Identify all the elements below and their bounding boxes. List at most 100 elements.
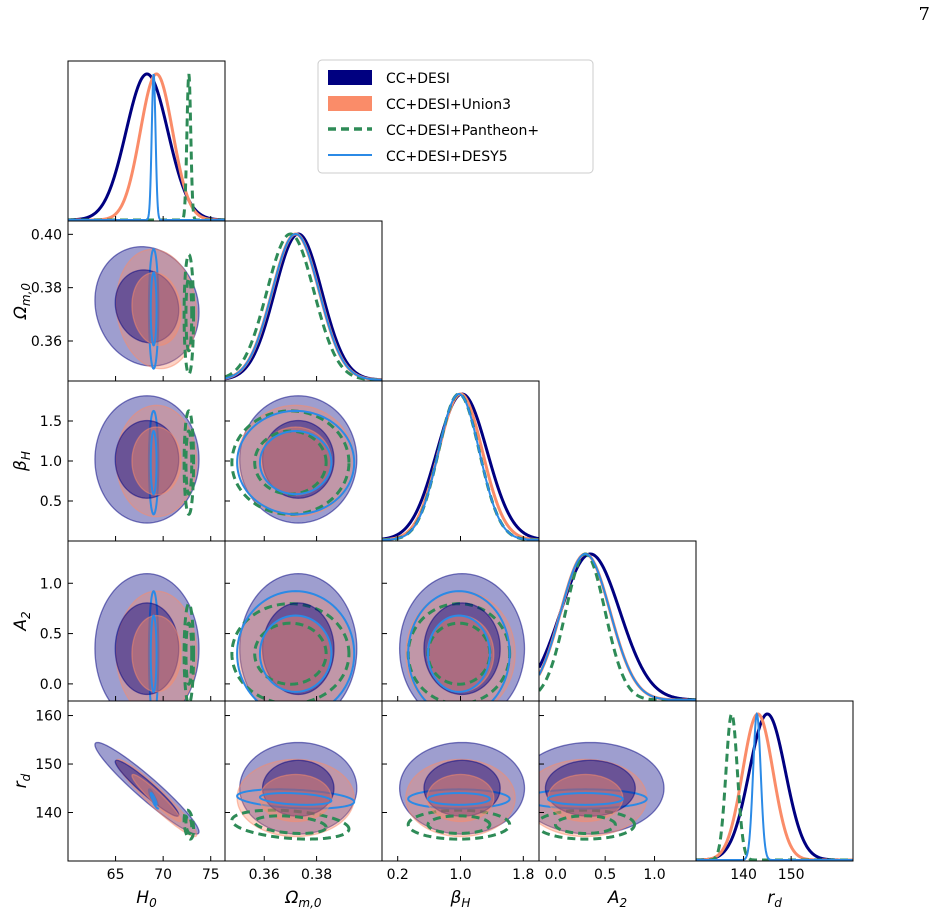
legend-swatch <box>328 70 372 85</box>
x-tick-label: 1.0 <box>643 867 665 883</box>
y-tick-label: 0.38 <box>31 281 62 297</box>
contour-2sigma <box>230 602 351 701</box>
contour-2sigma <box>407 590 511 701</box>
axis-symbol: H <box>136 888 149 908</box>
y-tick-label: 0.40 <box>31 227 62 243</box>
marginal-curve <box>68 72 225 221</box>
panel-1d <box>539 552 696 701</box>
y-axis-label: Ωm,0 <box>11 283 33 321</box>
x-tick-label: 75 <box>202 867 220 883</box>
contour-1sigma <box>114 269 180 344</box>
contour-1sigma <box>426 792 491 806</box>
contour-2sigma <box>147 248 160 370</box>
contour-2sigma <box>182 808 196 841</box>
axis-symbol: Ω <box>11 306 31 320</box>
marginal-curve <box>225 232 382 381</box>
contour-1sigma <box>258 614 333 693</box>
marginal-curve <box>382 392 539 541</box>
y-axis-label: rd <box>11 773 33 788</box>
contour-2sigma <box>236 590 356 701</box>
panel-2d <box>398 572 526 701</box>
contour-1sigma <box>149 430 158 496</box>
y-axis-label: βH <box>11 451 33 472</box>
contour-2sigma <box>539 788 648 810</box>
panel-2d <box>398 741 526 841</box>
contour-1sigma <box>258 792 333 806</box>
legend-label: CC+DESI <box>386 71 450 87</box>
x-tick-label: 0.38 <box>301 867 332 883</box>
axis-subscript: d <box>19 773 33 781</box>
x-axis-label: rd <box>767 888 782 910</box>
x-axis-label: βH <box>450 888 471 910</box>
axis-symbol: A <box>607 888 620 908</box>
marginal-curve <box>225 232 382 381</box>
y-tick-label: 160 <box>35 709 62 725</box>
contour-1sigma <box>184 814 194 835</box>
marginal-curve <box>68 73 225 221</box>
x-tick-label: 1.0 <box>449 867 471 883</box>
y-tick-label: 150 <box>35 757 62 773</box>
y-tick-label: 1.5 <box>40 414 62 430</box>
legend: CC+DESI CC+DESI+Union3 CC+DESI+Pantheon+ CC… <box>317 59 594 174</box>
marginal-curve <box>382 392 539 541</box>
y-tick-label: 140 <box>35 806 62 822</box>
contour-2sigma <box>182 409 196 516</box>
axis-symbol: β <box>11 460 31 472</box>
axis-subscript: H <box>19 451 33 460</box>
x-tick-label: 0.36 <box>249 867 280 883</box>
panel-2d <box>94 395 200 524</box>
legend-box <box>317 59 594 174</box>
y-axis-label: A2 <box>11 611 33 631</box>
axis-subscript: 2 <box>19 611 33 619</box>
axis-subscript: m,0 <box>19 283 33 307</box>
contour-1sigma <box>184 429 194 496</box>
contour-1sigma <box>258 430 333 496</box>
contour-1sigma <box>253 429 328 496</box>
y-tick-label: 1.0 <box>40 576 62 592</box>
contour-1sigma <box>114 602 180 696</box>
marginal-curve <box>539 552 696 701</box>
legend-label: CC+DESI+Union3 <box>386 97 511 113</box>
contour-1sigma <box>184 276 194 353</box>
contour-2sigma <box>147 409 160 516</box>
panel-2d <box>230 395 358 524</box>
contour-1sigma <box>114 419 180 499</box>
marginal-curve <box>539 552 696 701</box>
panel-2d <box>94 572 200 701</box>
x-tick-label: 0.5 <box>594 867 616 883</box>
x-tick-label: 70 <box>154 867 172 883</box>
panel-1d <box>696 711 853 861</box>
contour-1sigma <box>426 814 492 835</box>
axis-subscript: 2 <box>620 896 628 910</box>
contour-1sigma <box>553 814 617 835</box>
contour-1sigma <box>253 621 328 686</box>
contour-1sigma <box>149 271 158 347</box>
marginal-curve <box>225 232 382 381</box>
contour-1sigma <box>426 614 491 693</box>
y-tick-label: 0.36 <box>31 334 62 350</box>
y-tick-label: 1.0 <box>40 454 62 470</box>
panel-frame <box>538 540 697 702</box>
panel-2d <box>230 572 358 701</box>
contour-1sigma <box>261 602 335 696</box>
marginal-curve <box>382 392 539 541</box>
axis-symbol: A <box>11 619 31 632</box>
contour-1sigma <box>149 614 158 693</box>
panel-1d <box>225 232 382 381</box>
x-tick-label: 0.2 <box>387 867 409 883</box>
legend-swatch <box>328 96 372 111</box>
panel-2d <box>539 741 665 841</box>
x-tick-label: 65 <box>107 867 125 883</box>
x-tick-label: 150 <box>778 867 805 883</box>
contour-2sigma <box>539 808 637 841</box>
x-axis-label: Ωm,0 <box>284 888 322 910</box>
contour-2sigma <box>405 758 516 838</box>
contour-2sigma <box>115 758 198 838</box>
marginal-curve <box>696 712 853 861</box>
panel-1d <box>68 72 225 221</box>
axis-symbol: r <box>11 780 31 788</box>
panel-frame <box>381 380 540 542</box>
contour-2sigma <box>406 808 512 841</box>
y-tick-label: 0.5 <box>40 627 62 643</box>
